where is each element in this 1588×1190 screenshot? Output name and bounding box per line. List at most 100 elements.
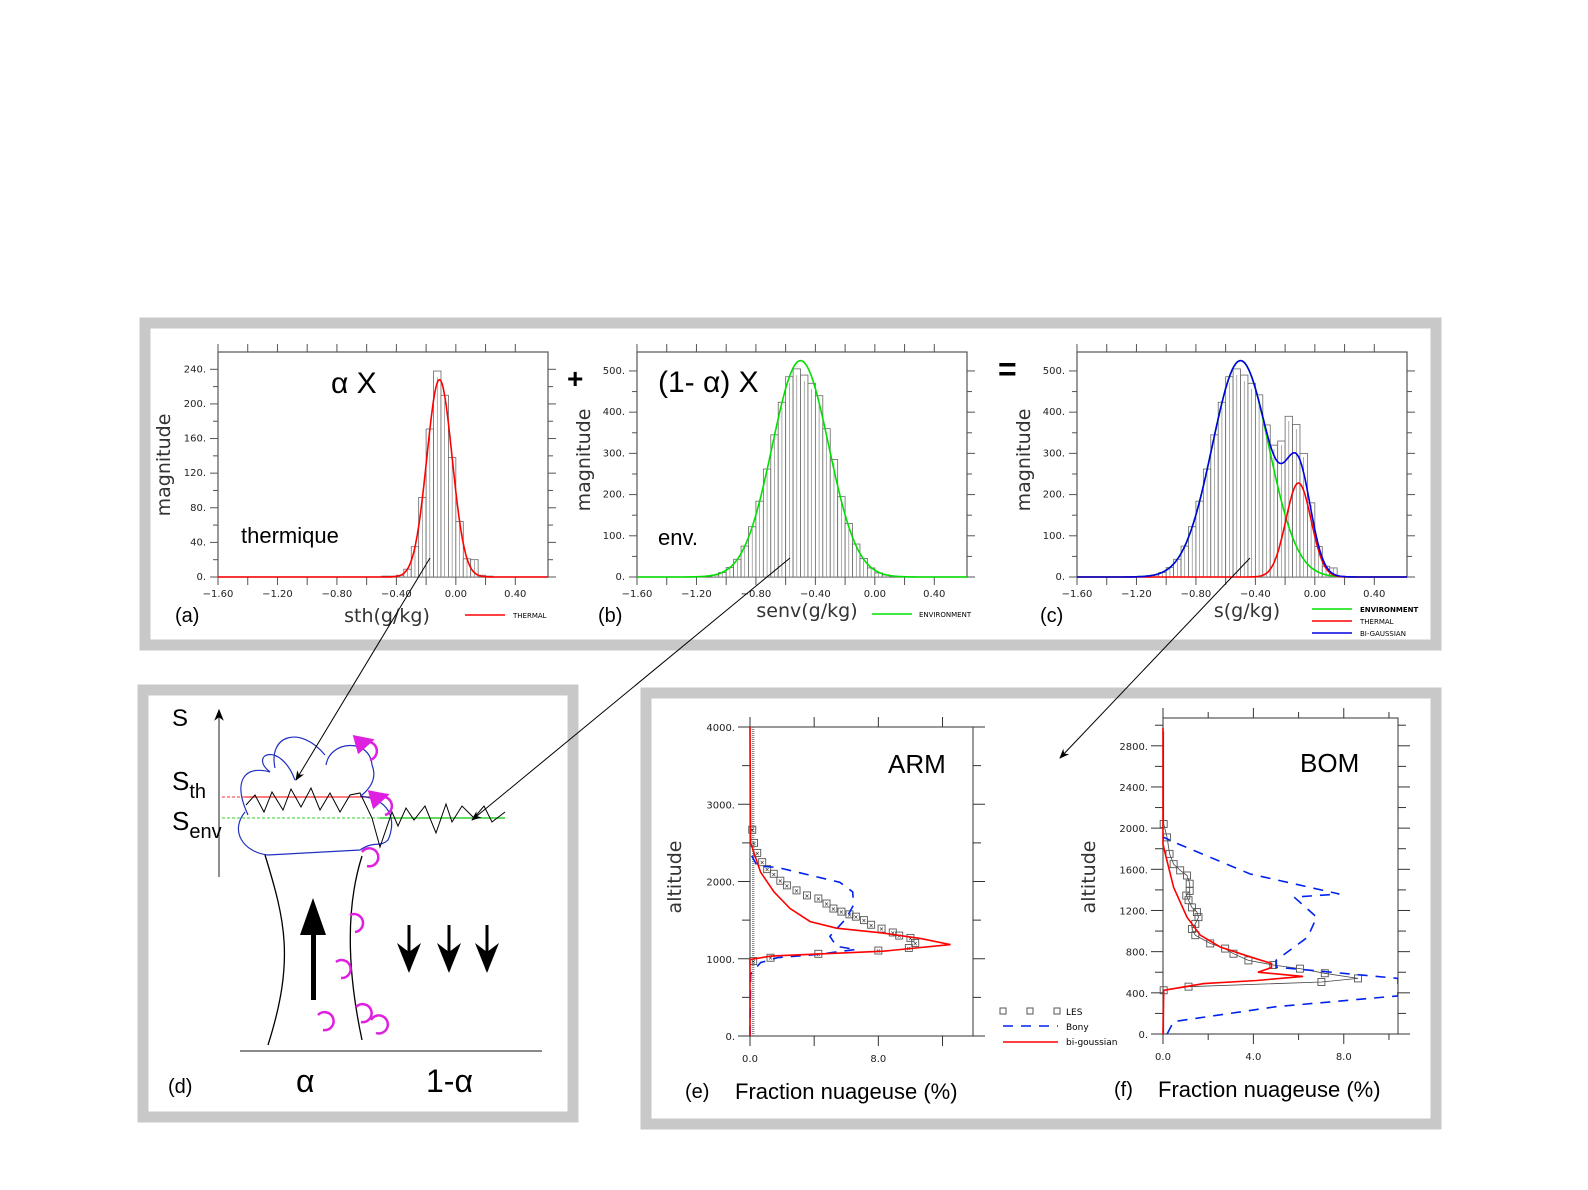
y-tick-label: 1000. (706, 955, 735, 966)
les-marker-cross: × (768, 955, 773, 962)
alpha-label: α (296, 1063, 315, 1099)
les-marker (776, 876, 785, 885)
y-tick-label: 0. (725, 1032, 735, 1043)
eddy-icon (352, 735, 379, 762)
thermal-plume-left (264, 854, 286, 1046)
fit-curve-bi-gaussian (1077, 359, 1407, 578)
eddy-icon (360, 847, 380, 868)
chart-b: magnitude senv(g/kg) −1.60 −1.20 −0.80 −0.40 0… (573, 344, 975, 622)
les-marker (851, 912, 860, 921)
thermal-plume-right (349, 855, 363, 1041)
equals-operator: = (998, 351, 1017, 387)
les-marker (1317, 978, 1326, 986)
y-tick-label: 100. (603, 531, 625, 542)
x-tick-label: 0.40 (923, 589, 945, 600)
x-tick-label: 4.0 (1245, 1052, 1261, 1063)
panel-e-title: ARM (888, 749, 946, 779)
les-marker-cross: × (751, 959, 756, 966)
panel-ef-frame (640, 687, 1442, 1130)
y-tick-label: 240. (184, 364, 206, 375)
plus-operator: + (567, 363, 583, 394)
legend-a-thermal-text: THERMAL (512, 612, 547, 620)
s-env-label: Senv (172, 806, 222, 843)
les-marker (867, 920, 876, 929)
series-line-bigaussian (1162, 727, 1304, 1034)
arrow-bigauss-to-f (1059, 557, 1251, 759)
les-marker (1184, 896, 1193, 905)
panel-b-factor: (1- α) X (658, 366, 759, 399)
panel-c-label: (c) (1040, 605, 1063, 627)
eddy-icon (349, 912, 365, 934)
eddy-icon (367, 790, 394, 817)
x-tick-label: −1.60 (622, 589, 653, 600)
chart-a: magnitude sth(g/kg) −1.60 −1.20 −0.80 −0.40 0.… (153, 344, 556, 627)
les-marker-cross: × (778, 878, 783, 885)
les-marker-cross: × (869, 922, 874, 929)
x-tick-label: 8.0 (870, 1054, 886, 1065)
x-tick-label: 8.0 (1336, 1052, 1352, 1063)
series-line-bigaussian (749, 727, 951, 1036)
series-line-bony (1163, 836, 1398, 1034)
x-tick-label: −0.80 (741, 589, 772, 600)
les-marker-cross: × (897, 933, 902, 940)
y-tick-label: 400. (603, 407, 625, 418)
les-marker (859, 916, 868, 925)
s-axis-label: S (172, 705, 188, 732)
les-marker-cross: × (824, 901, 829, 908)
x-tick-label: −0.40 (381, 589, 412, 600)
y-axis-label: magnitude (153, 414, 175, 517)
arrow-env-to-d (471, 557, 791, 821)
panel-a-annotation: thermique (241, 523, 339, 548)
y-tick-label: 200. (1043, 490, 1065, 501)
x-tick-label: 0.0 (742, 1054, 758, 1065)
les-marker (888, 928, 897, 937)
les-marker-cross: × (804, 893, 809, 900)
eddy-icon (335, 958, 352, 980)
les-marker-cross: × (755, 850, 760, 857)
legend-c-thermal-text: THERMAL (1359, 618, 1394, 626)
les-marker (782, 881, 791, 890)
x-tick-label: −0.80 (322, 589, 353, 600)
les-marker (1229, 949, 1238, 958)
les-marker-cross: × (765, 867, 770, 874)
legend-les-square (999, 1007, 1007, 1015)
y-tick-label: 200. (184, 399, 206, 410)
y-tick-label: 500. (1043, 366, 1065, 377)
x-axis-label: s(g/kg) (1214, 600, 1280, 622)
legend-les-square (1026, 1007, 1034, 1015)
les-marker (748, 825, 757, 834)
y-tick-label: 100. (1043, 531, 1065, 542)
y-tick-label: 500. (603, 366, 625, 377)
y-tick-label: 0. (615, 572, 625, 583)
y-axis-label: magnitude (1013, 409, 1035, 512)
panel-b-annotation: env. (658, 525, 698, 550)
panel-f-title: BOM (1300, 748, 1359, 778)
charts-layer: magnitude sth(g/kg) −1.60 −1.20 −0.80 −0.40 0.… (153, 344, 1415, 1065)
y-axis-label: altitude (664, 841, 686, 914)
ef-legend: LES Bony bi-goussian (999, 1007, 1117, 1048)
arrow-thermal-to-d (295, 557, 431, 781)
les-marker-cross: × (751, 840, 756, 847)
les-marker (792, 886, 801, 895)
les-marker (1176, 866, 1185, 875)
les-marker (769, 869, 778, 878)
series-line-bony (749, 852, 857, 1036)
x-axis-label: senv(g/kg) (756, 600, 857, 622)
y-tick-label: 300. (1043, 448, 1065, 459)
y-tick-label: 1600. (1119, 865, 1148, 876)
les-marker (837, 907, 846, 916)
x-tick-label: −1.20 (1121, 589, 1152, 600)
x-tick-label: −1.20 (681, 589, 712, 600)
panel-e-label: (e) (685, 1081, 709, 1103)
legend-c-env-text: ENVIRONMENT (1360, 606, 1418, 614)
y-axis-label: magnitude (573, 409, 595, 512)
y-tick-label: 400. (1043, 407, 1065, 418)
les-marker (1295, 964, 1304, 973)
y-tick-label: 80. (190, 503, 206, 514)
y-tick-label: 3000. (706, 800, 735, 811)
les-marker-cross: × (908, 935, 913, 942)
x-tick-label: 0.0 (1155, 1052, 1171, 1063)
les-marker-cross: × (890, 930, 895, 937)
y-tick-label: 4000. (706, 723, 735, 734)
